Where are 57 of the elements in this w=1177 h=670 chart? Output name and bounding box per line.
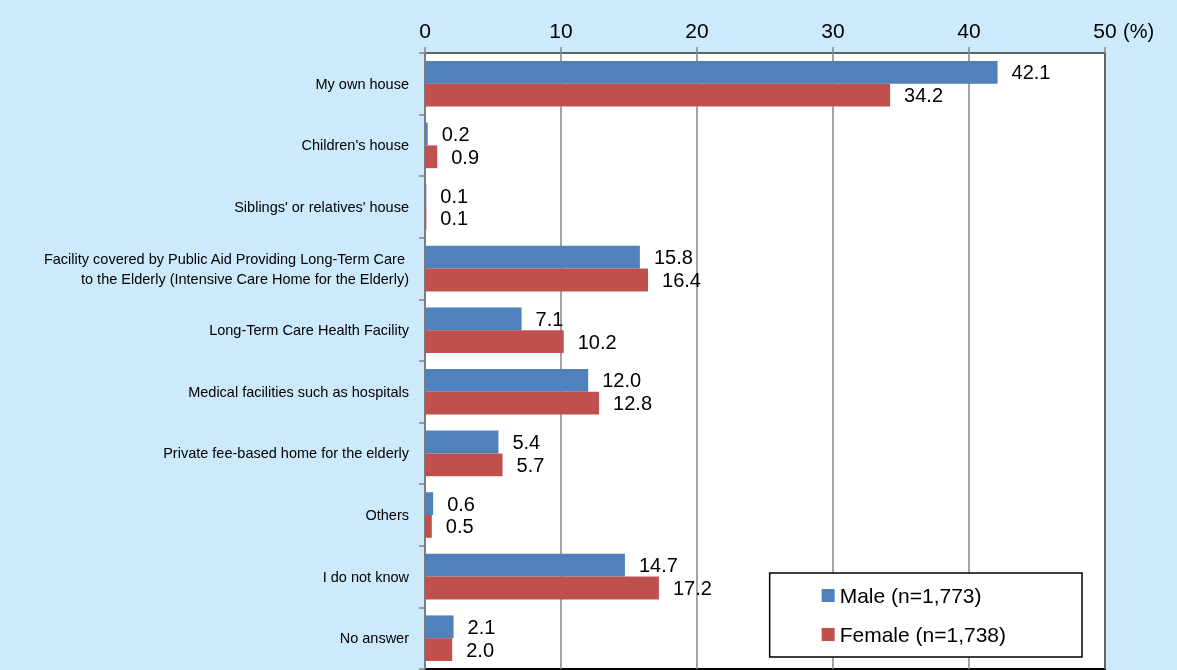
data-label: 2.1	[467, 615, 496, 638]
bar	[425, 453, 503, 477]
bar	[425, 307, 522, 331]
y-tick-label: Others	[365, 507, 409, 523]
bar	[425, 430, 499, 454]
bar	[425, 515, 432, 538]
data-label: 0.9	[451, 145, 480, 168]
x-axis-title: (%)	[1123, 20, 1155, 42]
bar	[425, 330, 564, 353]
y-tick-label: Siblings' or relatives' house	[234, 199, 409, 215]
data-label: 0.5	[445, 515, 474, 538]
data-label: 12.0	[602, 369, 642, 392]
x-tick-label: 50	[1093, 19, 1117, 42]
data-label: 0.1	[440, 207, 469, 230]
data-label: 0.2	[441, 123, 470, 145]
bar	[425, 576, 659, 600]
bar	[425, 61, 998, 84]
data-label: 16.4	[662, 269, 701, 291]
x-tick-label: 40	[957, 19, 981, 42]
y-tick-label: I do not know	[322, 568, 410, 585]
bar	[425, 553, 625, 577]
data-label: 7.1	[535, 307, 564, 330]
x-tick-label: 10	[549, 19, 573, 42]
bar	[425, 83, 891, 107]
legend-label: Female (n=1,738)	[839, 623, 1006, 646]
bar	[425, 369, 589, 392]
x-tick-label: 20	[685, 19, 709, 42]
bar	[425, 268, 649, 292]
data-label: 12.8	[613, 392, 653, 415]
data-label: 5.7	[516, 453, 545, 476]
y-tick-label: Private fee-based home for the elderly	[163, 445, 410, 462]
y-tick-label: No answer	[339, 630, 410, 647]
data-label: 15.8	[653, 246, 693, 269]
y-tick-label: Long-Term Care Health Facility	[209, 322, 410, 339]
data-label: 2.0	[466, 638, 495, 661]
bar	[425, 391, 600, 415]
bar	[425, 145, 438, 169]
data-label: 42.1	[1011, 61, 1051, 84]
data-label: 34.2	[904, 84, 944, 107]
x-tick-label: 0	[419, 19, 431, 42]
data-label: 10.2	[577, 330, 617, 353]
bar	[425, 245, 640, 269]
data-label: 14.7	[638, 554, 678, 577]
data-label: 0.1	[440, 184, 469, 207]
legend-label: Male (n=1,773)	[839, 584, 982, 607]
data-label: 5.4	[512, 431, 541, 453]
data-label: 0.6	[447, 492, 475, 515]
y-tick-label: Children's house	[301, 137, 409, 154]
bar	[425, 638, 453, 661]
bar	[425, 615, 454, 639]
bar	[425, 122, 428, 146]
y-tick-label: My own house	[315, 75, 409, 92]
bar	[425, 492, 434, 515]
x-tick-label: 30	[821, 19, 845, 42]
data-label: 17.2	[672, 577, 712, 599]
y-tick-label: Medical facilities such as hospitals	[188, 383, 409, 400]
y-tick-label: Facility covered by Public Aid Providing Long-Term Care to the Elderly (Intensive Care Home for the Elderly)	[43, 250, 409, 287]
